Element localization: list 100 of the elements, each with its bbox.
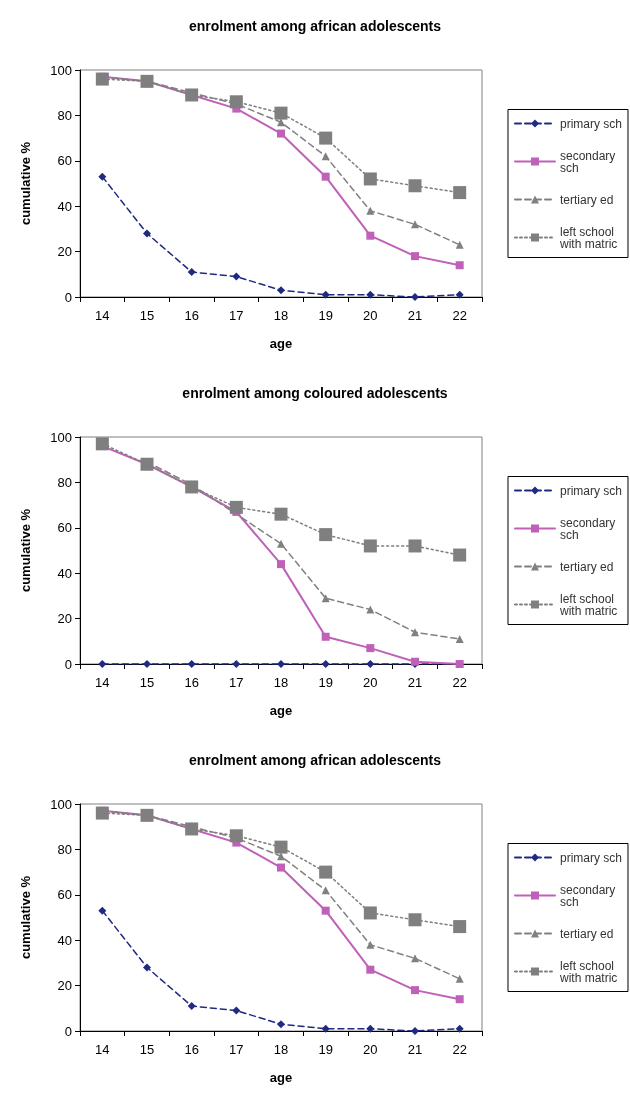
x-tick-label: 17 (229, 675, 244, 690)
x-tick-label: 20 (363, 1042, 378, 1057)
y-tick-label: 80 (57, 841, 72, 857)
point (363, 906, 377, 920)
x-tick-label: 21 (407, 1042, 423, 1057)
x-tick-label: 19 (318, 675, 333, 690)
point (366, 660, 375, 668)
point (277, 863, 285, 872)
x-tick-label: 14 (95, 1042, 110, 1057)
point (232, 1006, 241, 1015)
point (98, 906, 107, 915)
point (411, 1027, 419, 1035)
x-tick-label: 19 (318, 1042, 333, 1057)
point (232, 660, 241, 668)
point (187, 268, 196, 277)
x-tick-label: 15 (139, 1042, 155, 1057)
point (274, 106, 288, 120)
point (455, 635, 464, 644)
point (453, 920, 467, 934)
legend-label: primary sch (559, 116, 623, 131)
legend-label: secondary sch (559, 148, 619, 175)
legend-label: primary sch (559, 483, 623, 498)
x-tick-label: 17 (229, 1042, 244, 1057)
point (95, 72, 109, 86)
point (321, 1024, 330, 1033)
y-tick-label: 100 (50, 62, 72, 78)
point (408, 913, 422, 927)
point (321, 632, 330, 641)
legend-label: tertiary ed (559, 926, 614, 941)
point (411, 293, 419, 301)
point (277, 560, 285, 569)
x-tick-label: 22 (452, 308, 467, 323)
point (411, 252, 419, 261)
legend-label: left school with matric (558, 591, 618, 618)
point (411, 220, 419, 229)
point (321, 906, 330, 915)
x-tick-label: 16 (184, 1042, 199, 1057)
x-tick-label: 16 (184, 675, 199, 690)
legend-label: tertiary ed (559, 559, 614, 574)
point (277, 852, 285, 861)
point (455, 995, 464, 1004)
point (321, 172, 330, 181)
point (95, 806, 109, 820)
x-tick-label: 14 (95, 675, 110, 690)
point (274, 840, 288, 854)
x-tick-label: 19 (318, 308, 333, 323)
point (277, 129, 285, 138)
x-tick-label: 22 (452, 675, 467, 690)
y-tick-label: 100 (50, 796, 72, 812)
point (229, 500, 243, 514)
point (143, 660, 151, 668)
point (455, 261, 464, 270)
x-tick-label: 21 (407, 308, 423, 323)
x-axis-title: age (269, 336, 293, 351)
point (366, 231, 375, 240)
point (411, 986, 419, 995)
x-tick-label: 15 (139, 675, 155, 690)
point (232, 272, 241, 281)
y-tick-label: 20 (57, 978, 72, 994)
y-axis-title: cumulative % (18, 875, 33, 960)
y-tick-label: 20 (57, 244, 72, 260)
x-tick-label: 20 (363, 308, 378, 323)
x-tick-label: 18 (273, 675, 289, 690)
point (453, 186, 467, 200)
x-tick-label: 21 (407, 675, 423, 690)
point (277, 118, 285, 127)
point (455, 1024, 464, 1033)
point (366, 940, 375, 949)
point (277, 660, 285, 668)
point (363, 539, 377, 553)
point (366, 644, 375, 653)
point (277, 539, 285, 548)
point (321, 594, 330, 603)
point (143, 229, 151, 238)
point (277, 286, 285, 295)
x-tick-label: 14 (95, 308, 110, 323)
x-axis-title: age (269, 703, 293, 718)
x-tick-label: 20 (363, 675, 378, 690)
chart-title: enrolment among coloured adolescents (182, 385, 448, 401)
legend-label: left school with matric (558, 224, 618, 251)
y-tick-label: 100 (50, 429, 72, 445)
legend-label: secondary sch (559, 515, 619, 542)
x-tick-label: 18 (273, 1042, 289, 1057)
point (319, 131, 333, 145)
point (319, 528, 333, 542)
y-tick-label: 40 (57, 932, 72, 948)
point (143, 963, 151, 972)
y-tick-label: 0 (64, 656, 72, 672)
y-tick-label: 0 (64, 289, 72, 305)
y-tick-label: 0 (64, 1023, 72, 1039)
y-tick-label: 60 (57, 887, 72, 903)
point (98, 172, 107, 181)
point (453, 548, 467, 562)
legend-label: tertiary ed (559, 192, 614, 207)
point (187, 660, 196, 668)
legend-label: secondary sch (559, 882, 619, 909)
x-tick-label: 17 (229, 308, 244, 323)
point (408, 539, 422, 553)
y-tick-label: 20 (57, 611, 72, 627)
y-axis-title: cumulative % (18, 508, 33, 593)
